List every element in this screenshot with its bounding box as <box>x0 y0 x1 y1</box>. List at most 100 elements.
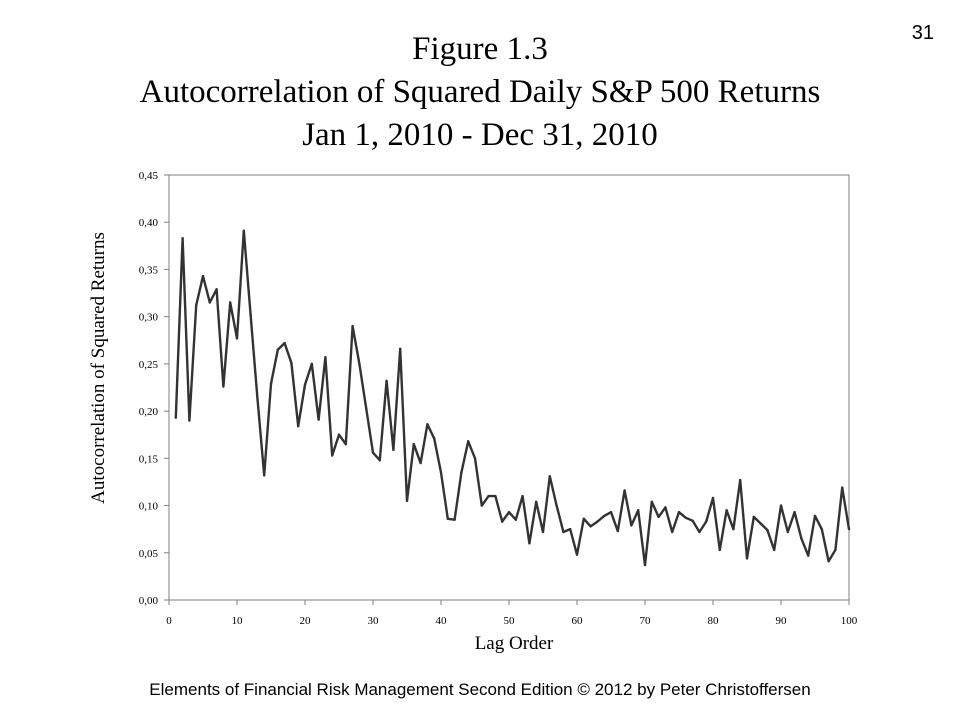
data-point <box>405 499 409 503</box>
x-tick-label: 50 <box>504 615 516 627</box>
data-point <box>813 514 817 518</box>
data-point <box>303 383 307 386</box>
data-point <box>603 514 606 518</box>
data-point <box>412 442 415 446</box>
data-point <box>582 517 585 520</box>
data-point <box>739 478 742 482</box>
data-point <box>501 520 504 523</box>
data-point <box>745 557 749 560</box>
data-point <box>664 506 667 509</box>
y-tick-label: 0,10 <box>139 501 159 513</box>
title-line-3: Jan 1, 2010 - Dec 31, 2010 <box>302 117 658 153</box>
data-point <box>195 304 198 307</box>
data-point <box>521 494 524 498</box>
data-point <box>222 385 225 388</box>
data-point <box>480 504 483 507</box>
data-point <box>331 454 334 457</box>
data-point <box>643 563 647 567</box>
data-point <box>453 518 456 521</box>
data-point <box>208 301 211 304</box>
data-point <box>419 461 422 465</box>
data-point <box>786 530 789 534</box>
y-tick-label: 0,40 <box>139 217 159 229</box>
data-point <box>562 530 565 534</box>
data-point <box>215 288 218 291</box>
x-tick-label: 20 <box>300 615 312 627</box>
data-point <box>759 522 762 525</box>
y-tick-label: 0,30 <box>139 312 159 324</box>
data-point <box>616 529 619 533</box>
data-point <box>269 382 273 385</box>
autocorrelation-chart: 0,00 0,05 0,10 0,15 0,20 0,25 0,30 0,35 0,40 0,45… <box>88 170 858 654</box>
data-point <box>317 418 320 421</box>
data-point <box>467 440 470 443</box>
data-point <box>174 416 177 419</box>
data-point <box>589 525 592 528</box>
x-tick-label: 30 <box>368 615 380 627</box>
y-tick-label: 0,15 <box>139 453 159 465</box>
data-point <box>691 519 694 522</box>
data-point <box>773 548 776 552</box>
data-point <box>433 437 436 440</box>
data-point <box>535 500 538 503</box>
data-point <box>684 516 687 520</box>
x-axis: 0 10 20 30 40 50 60 70 80 90 100 <box>166 600 858 627</box>
data-point <box>473 457 477 460</box>
data-point <box>351 324 354 328</box>
y-axis-title: Autocorrelation of Squared Returns <box>88 232 109 504</box>
footer-credit: Elements of Financial Risk Management Se… <box>149 680 811 699</box>
data-point <box>541 530 545 534</box>
data-point <box>371 451 375 454</box>
data-point <box>276 348 279 351</box>
data-point <box>399 347 402 350</box>
data-point <box>460 471 463 474</box>
data-point <box>392 448 395 452</box>
data-points <box>174 229 851 567</box>
data-point <box>229 301 232 304</box>
data-point <box>711 496 715 500</box>
data-point <box>847 527 851 531</box>
data-point <box>514 518 517 521</box>
data-point <box>705 520 708 523</box>
data-point <box>256 396 259 400</box>
x-tick-label: 80 <box>708 615 720 627</box>
data-point <box>494 494 497 498</box>
data-point <box>528 542 531 545</box>
data-point <box>290 361 293 365</box>
data-point <box>283 341 286 345</box>
x-tick-label: 40 <box>436 615 448 627</box>
data-point <box>841 486 844 489</box>
y-tick-label: 0,45 <box>139 170 159 182</box>
data-point <box>752 515 755 519</box>
data-point <box>548 475 551 478</box>
title-line-1: Figure 1.3 <box>412 31 548 67</box>
data-point <box>365 407 368 410</box>
series-line <box>174 229 851 567</box>
y-tick-label: 0,05 <box>139 548 159 560</box>
y-tick-label: 0,20 <box>139 406 159 418</box>
data-point <box>344 442 347 446</box>
data-point <box>297 425 300 428</box>
data-point <box>385 379 388 383</box>
data-point <box>201 274 205 278</box>
data-point <box>324 356 327 359</box>
data-point <box>779 504 783 507</box>
data-point <box>596 520 599 523</box>
data-point <box>487 494 490 498</box>
data-point <box>439 471 443 474</box>
data-point <box>235 337 239 340</box>
data-point <box>609 510 613 514</box>
y-tick-label: 0,25 <box>139 359 159 371</box>
data-point <box>637 509 640 512</box>
data-point <box>820 527 823 531</box>
data-point <box>358 362 361 366</box>
x-tick-label: 10 <box>232 615 244 627</box>
data-point <box>181 237 184 240</box>
data-point <box>310 362 313 366</box>
data-point <box>426 423 429 426</box>
x-axis-title: Lag Order <box>475 633 554 654</box>
data-point <box>249 313 252 316</box>
data-point <box>337 433 341 436</box>
data-point <box>263 474 266 477</box>
data-point <box>718 548 721 552</box>
